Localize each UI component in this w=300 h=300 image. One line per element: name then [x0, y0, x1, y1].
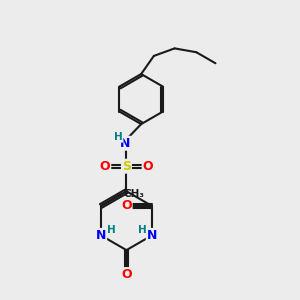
Text: O: O [142, 160, 153, 173]
Text: N: N [120, 137, 130, 150]
Text: N: N [96, 229, 106, 242]
Text: S: S [122, 160, 131, 173]
Text: CH₃: CH₃ [124, 189, 145, 199]
Text: O: O [100, 160, 110, 173]
Text: N: N [147, 229, 157, 242]
Text: H: H [114, 132, 123, 142]
Text: H: H [138, 225, 147, 235]
Text: O: O [121, 268, 132, 281]
Text: H: H [107, 225, 116, 235]
Text: O: O [121, 200, 132, 212]
